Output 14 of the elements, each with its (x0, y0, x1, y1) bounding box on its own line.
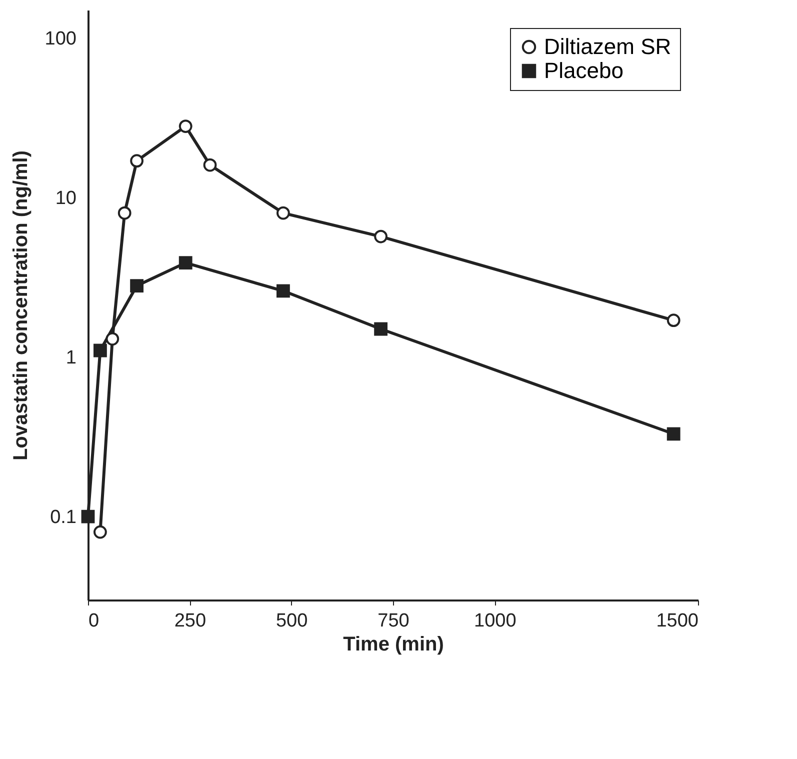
x-tick-label: 250 (174, 610, 206, 632)
y-tick-label: 100 (44, 28, 76, 50)
x-tick-label: 750 (378, 610, 410, 632)
x-tick-label: 1000 (474, 610, 516, 632)
y-tick-label: 10 (55, 188, 76, 210)
x-axis-title: Time (min) (343, 634, 444, 656)
legend-label: Placebo (544, 58, 624, 83)
y-tick-label: 0.1 (50, 507, 76, 528)
legend-label: Diltiazem SR (544, 34, 672, 59)
y-tick-label: 1 (66, 348, 76, 369)
x-tick-label: 0 (88, 610, 100, 632)
x-tick-label: 1500 (656, 610, 698, 632)
x-tick-label: 500 (276, 610, 308, 632)
y-axis-title: Lovastatin concentration (ng/ml) (10, 150, 32, 461)
